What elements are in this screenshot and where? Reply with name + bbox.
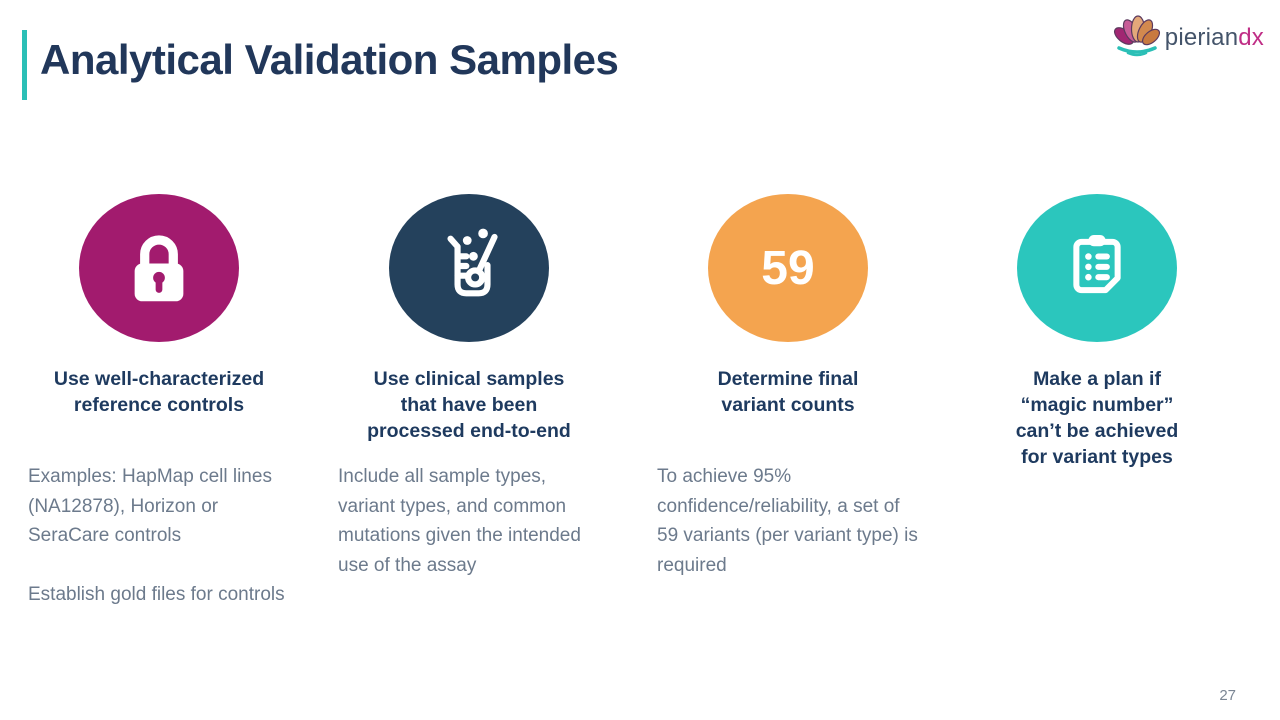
logo-text-accent: dx <box>1238 23 1264 51</box>
column-heading: Use clinical samples that have been proc… <box>367 368 571 442</box>
column-clinical-samples: Use clinical samples that have been proc… <box>324 194 614 714</box>
beaker-icon <box>425 222 513 315</box>
title-accent-bar <box>22 30 27 100</box>
column-heading: Make a plan if “magic number” can’t be a… <box>1015 368 1179 468</box>
column-body: To achieve 95% confidence/reliability, a… <box>657 466 918 576</box>
number-badge: 59 <box>761 241 815 295</box>
page-number: 27 <box>1219 687 1236 704</box>
pieriandx-logo: pieriandx <box>1111 12 1264 63</box>
column-magic-number-plan: Make a plan if “magic number” can’t be a… <box>952 194 1242 714</box>
column-body: Include all sample types, variant types,… <box>338 466 581 576</box>
number-59-circle: 59 <box>708 194 868 342</box>
page-title: Analytical Validation Samples <box>40 36 619 83</box>
column-body: Examples: HapMap cell lines (NA12878), H… <box>28 466 285 605</box>
lock-icon <box>117 224 201 313</box>
clipboard-icon <box>1054 223 1140 314</box>
lotus-icon <box>1111 12 1163 63</box>
beaker-circle <box>389 194 549 342</box>
column-heading: Determine final variant counts <box>717 368 859 416</box>
logo-wordmark: pieriandx <box>1165 24 1264 52</box>
column-heading: Use well-characterized reference control… <box>53 368 265 416</box>
lock-circle <box>79 194 239 342</box>
clipboard-circle <box>1017 194 1177 342</box>
column-variant-counts: 59 Determine final variant counts To ach… <box>643 194 933 714</box>
logo-text-primary: pierian <box>1164 23 1239 51</box>
column-reference-controls: Use well-characterized reference control… <box>14 194 304 714</box>
